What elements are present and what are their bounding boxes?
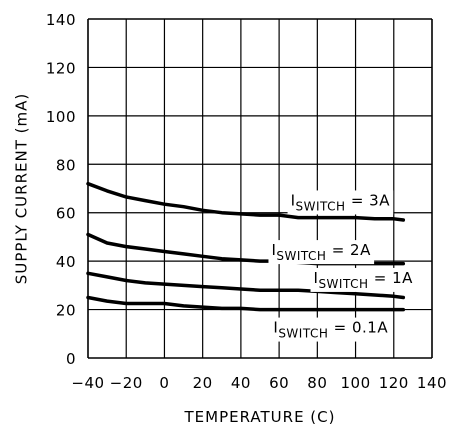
series-line [86, 181, 406, 222]
series-label-background [310, 267, 417, 292]
y-tick-label: 60 [56, 205, 76, 223]
series-label-background [287, 190, 394, 215]
y-tick-labels: 0 20 40 60 80 100 120 140 [46, 11, 76, 368]
series-label: ISWITCH = 3A [291, 191, 391, 213]
x-tick-label: 40 [231, 374, 251, 392]
x-tick-label: 120 [379, 374, 409, 392]
x-tick-label: 100 [340, 374, 370, 392]
x-axis-title: TEMPERATURE (C) [183, 408, 335, 426]
y-tick-label: 140 [46, 11, 76, 29]
y-tick-label: 20 [56, 302, 76, 320]
x-tick-labels: −40 −20 0 20 40 60 80 100 120 140 [71, 374, 447, 392]
series-label: ISWITCH = 1A [314, 269, 414, 291]
y-tick-label: 40 [56, 253, 76, 271]
y-tick-label: 0 [66, 350, 76, 368]
series-label: ISWITCH = 0.1A [273, 319, 388, 341]
x-tick-label: 140 [417, 374, 447, 392]
x-tick-label: 60 [269, 374, 289, 392]
y-axis-title: SUPPLY CURRENT (mA) [13, 93, 31, 284]
y-tick-label: 120 [46, 59, 76, 77]
x-tick-label: 20 [193, 374, 213, 392]
series-label-background [270, 317, 392, 342]
series-label-background [268, 240, 375, 265]
series-line [86, 271, 406, 300]
x-tick-label: −40 [71, 374, 104, 392]
grid-lines [87, 18, 433, 359]
x-tick-label: 80 [307, 374, 327, 392]
series-labels: ISWITCH = 3A ISWITCH = 2A ISWITCH = 1A ISWI… [268, 190, 417, 342]
y-tick-label: 80 [56, 156, 76, 174]
series-label: ISWITCH = 2A [271, 241, 371, 263]
series-line [86, 295, 406, 312]
y-tick-label: 100 [46, 108, 76, 126]
x-tick-label: −20 [110, 374, 143, 392]
x-tick-label: 0 [159, 374, 169, 392]
